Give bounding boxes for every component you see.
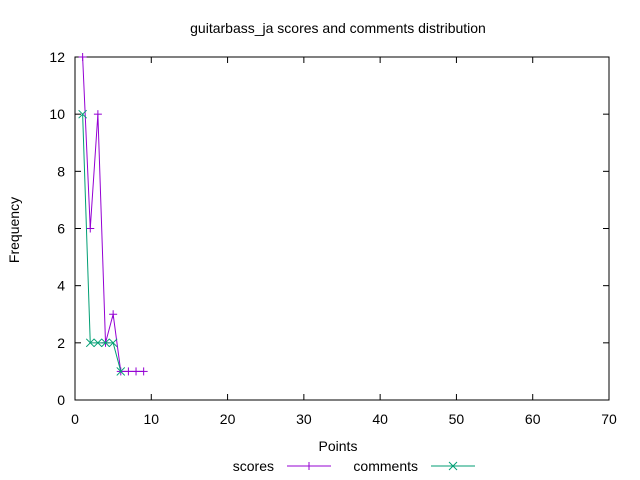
- data-point-scores: [93, 110, 102, 119]
- series-scores: [78, 53, 148, 376]
- x-tick-label: 20: [220, 411, 236, 427]
- y-tick-label: 6: [57, 221, 65, 237]
- x-tick-label: 0: [71, 411, 79, 427]
- series-line-comments: [82, 114, 122, 372]
- y-axis-label: Frequency: [6, 197, 22, 263]
- y-tick-label: 0: [57, 392, 65, 408]
- data-point-scores: [86, 224, 95, 233]
- series-comments: [78, 109, 126, 376]
- marker-stroke: [78, 109, 87, 119]
- data-point-comments: [93, 338, 103, 348]
- legend-label-scores: scores: [233, 458, 274, 474]
- series-line-scores: [82, 56, 144, 372]
- data-point-comments: [116, 367, 126, 376]
- x-tick-label: 60: [525, 411, 541, 427]
- x-tick-label: 30: [296, 411, 312, 427]
- data-point-scores: [139, 367, 148, 376]
- marker-stroke: [85, 338, 95, 348]
- legend-marker-scores: [305, 462, 313, 470]
- y-tick-label: 4: [57, 278, 65, 294]
- chart-title: guitarbass_ja scores and comments distri…: [190, 20, 486, 36]
- data-point-comments: [78, 109, 87, 119]
- y-axis: 0 2 4 6 8 10 12: [49, 49, 609, 408]
- series-layer: [78, 53, 148, 376]
- x-axis-label: Points: [319, 438, 358, 454]
- y-tick-label: 12: [49, 49, 65, 65]
- marker-stroke: [108, 338, 118, 348]
- legend-marker-comments: [448, 461, 458, 471]
- data-point-scores: [132, 367, 141, 376]
- data-point-comments: [101, 338, 110, 348]
- marker-stroke: [448, 461, 458, 471]
- marker-stroke: [116, 367, 126, 376]
- data-point-scores: [124, 367, 133, 376]
- plot-area: [74, 56, 610, 401]
- x-tick-label: 70: [601, 411, 617, 427]
- plot-border: [74, 56, 610, 401]
- y-tick-label: 10: [49, 106, 65, 122]
- legend: scores comments: [233, 458, 475, 474]
- x-tick-label: 10: [143, 411, 159, 427]
- marker-stroke: [93, 338, 103, 348]
- y-tick-label: 8: [57, 163, 65, 179]
- x-axis: 0 10 20 30 40 50 60 70: [71, 57, 617, 427]
- data-point-comments: [85, 338, 95, 348]
- data-point-scores: [109, 310, 118, 319]
- data-point-scores: [78, 53, 87, 61]
- x-tick-label: 40: [372, 411, 388, 427]
- marker-stroke: [101, 338, 110, 348]
- y-tick-label: 2: [57, 335, 65, 351]
- data-point-comments: [108, 338, 118, 348]
- x-tick-label: 50: [449, 411, 465, 427]
- legend-label-comments: comments: [353, 458, 418, 474]
